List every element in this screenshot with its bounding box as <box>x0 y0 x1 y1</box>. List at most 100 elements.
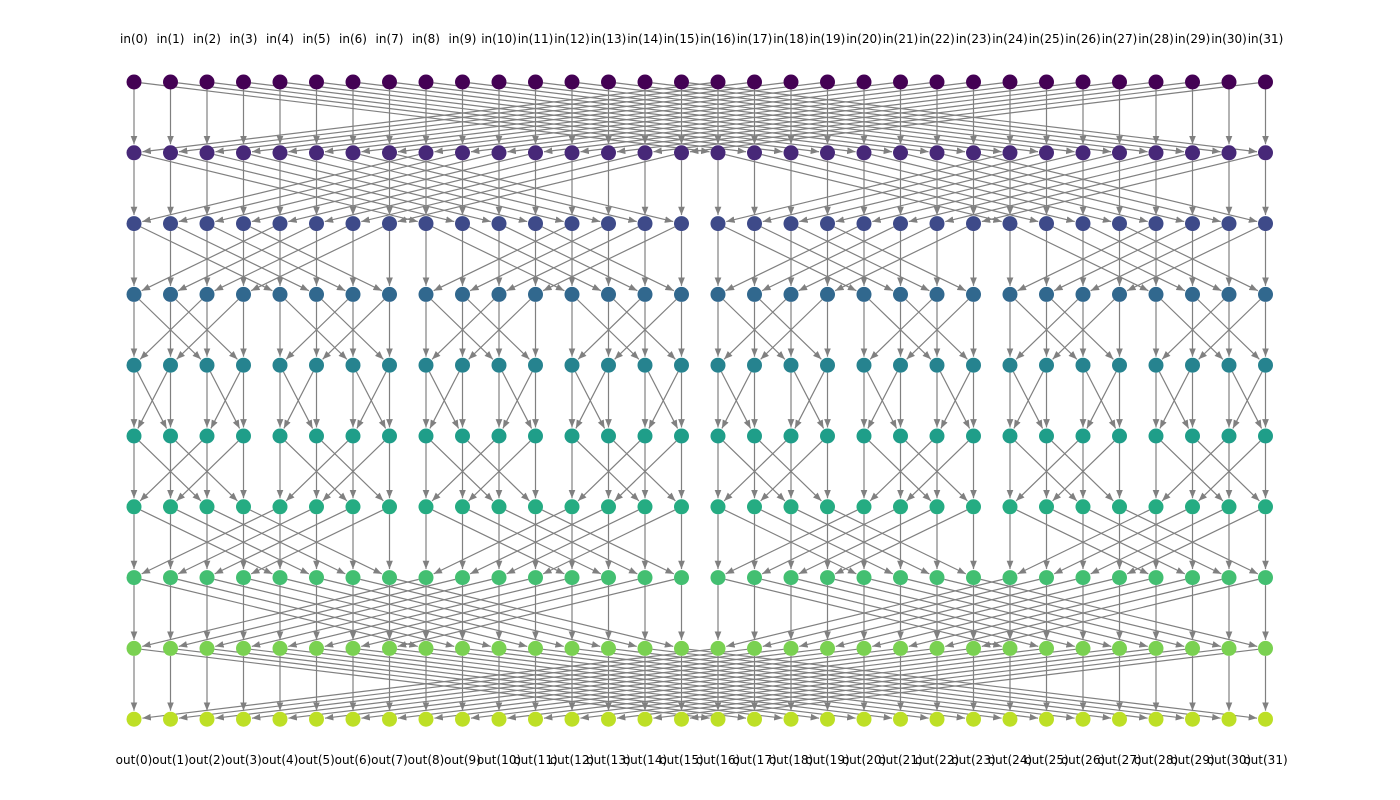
node <box>199 570 215 586</box>
output-label: out(8) <box>408 753 445 767</box>
edge-cross <box>141 509 274 575</box>
input-label: in(25) <box>1029 32 1065 46</box>
edge-cross <box>285 440 349 502</box>
node <box>528 499 543 515</box>
node <box>455 570 470 586</box>
edge-cross <box>761 509 895 575</box>
node <box>418 640 434 656</box>
node <box>382 145 397 161</box>
node <box>929 570 945 586</box>
edge-cross <box>324 82 894 155</box>
node <box>601 357 616 373</box>
edge-cross <box>215 153 492 223</box>
node <box>1112 640 1127 656</box>
node <box>1185 428 1200 444</box>
node <box>674 145 689 161</box>
edge-cross <box>470 648 1040 721</box>
input-label: in(14) <box>627 32 663 46</box>
node <box>126 499 142 515</box>
node <box>272 640 288 656</box>
node <box>929 428 945 444</box>
output-label: out(6) <box>335 753 372 767</box>
node <box>272 499 288 515</box>
node <box>163 145 178 161</box>
node <box>710 499 726 515</box>
edge-cross <box>580 82 1149 155</box>
node <box>893 357 908 373</box>
node <box>199 145 215 161</box>
node <box>747 640 762 656</box>
node <box>309 74 324 90</box>
node <box>163 711 178 727</box>
edge-cross <box>434 648 1003 721</box>
node <box>236 499 251 515</box>
output-label: out(26) <box>1061 753 1105 767</box>
node <box>1148 570 1164 586</box>
edge-cross <box>1017 509 1150 575</box>
node <box>199 74 215 90</box>
node <box>783 286 799 302</box>
node <box>1112 428 1127 444</box>
node <box>345 711 361 727</box>
node <box>637 145 653 161</box>
edge-cross <box>577 440 641 502</box>
node <box>966 74 981 90</box>
output-label: out(23) <box>951 753 995 767</box>
node <box>126 711 142 727</box>
node <box>309 428 324 444</box>
node <box>272 357 288 373</box>
input-label: in(8) <box>412 32 440 46</box>
edge-cross <box>543 82 1113 155</box>
node <box>309 286 324 302</box>
edge-cross <box>760 440 823 502</box>
output-label: out(21) <box>878 753 922 767</box>
output-label: out(22) <box>915 753 959 767</box>
node <box>491 640 507 656</box>
edge-cross <box>1159 371 1190 429</box>
node <box>710 711 726 727</box>
edge-cross <box>142 578 419 648</box>
edge-cross <box>141 226 274 292</box>
node <box>564 499 580 515</box>
node <box>601 216 616 232</box>
node <box>163 74 178 90</box>
node <box>1075 428 1091 444</box>
node <box>1112 357 1127 373</box>
node <box>236 640 251 656</box>
edge-cross <box>469 509 603 575</box>
node <box>1075 711 1091 727</box>
node <box>1148 357 1164 373</box>
node <box>856 499 872 515</box>
node <box>1221 640 1237 656</box>
node <box>1039 74 1054 90</box>
node <box>418 216 434 232</box>
node <box>1221 711 1237 727</box>
node <box>126 640 142 656</box>
edge-cross <box>176 440 239 502</box>
node <box>966 216 981 232</box>
node <box>345 286 361 302</box>
input-label: in(3) <box>230 32 258 46</box>
edge-cross <box>250 226 384 292</box>
node <box>856 286 872 302</box>
edge-cross <box>397 648 967 721</box>
node <box>455 357 470 373</box>
node <box>309 357 324 373</box>
output-label: out(5) <box>298 753 335 767</box>
node <box>528 357 543 373</box>
node <box>1221 74 1237 90</box>
input-label: in(19) <box>810 32 846 46</box>
node <box>783 216 799 232</box>
node <box>309 145 324 161</box>
node <box>126 428 142 444</box>
node <box>1185 74 1200 90</box>
output-label: out(11) <box>513 753 557 767</box>
node <box>1039 286 1054 302</box>
edge-cross <box>689 82 1259 155</box>
edge-cross <box>906 440 969 502</box>
node <box>1075 357 1091 373</box>
edge-cross <box>799 153 1076 223</box>
node <box>674 640 689 656</box>
edge-cross <box>1053 226 1187 292</box>
node <box>929 74 945 90</box>
